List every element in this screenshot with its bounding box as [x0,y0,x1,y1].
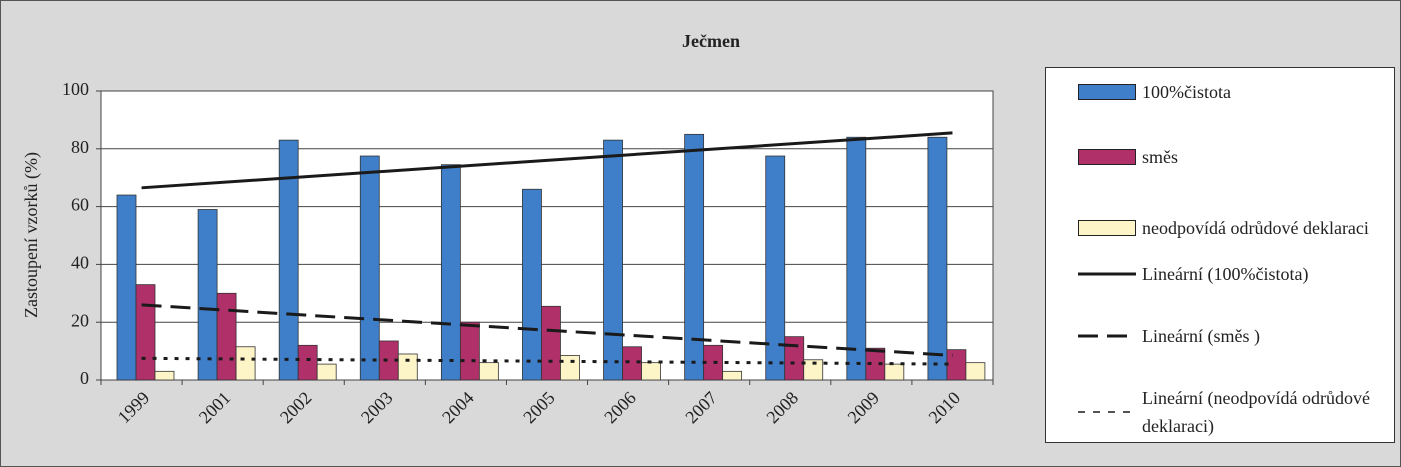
bar [478,362,499,381]
legend-line [1078,411,1136,413]
bar [278,139,299,381]
y-tick-label: 20 [71,310,89,330]
x-tick-label: 2004 [438,388,478,428]
bar [784,336,805,381]
y-tick-label: 0 [80,368,89,388]
bar [397,353,418,381]
legend-item: neodpovídá odrůdové deklaraci [1078,214,1387,242]
bar [440,164,461,381]
legend-line [1078,272,1136,276]
bar [803,359,824,381]
trendline [141,131,953,190]
bar [316,363,337,381]
trendline [141,303,953,357]
x-tick-label: 2008 [762,388,802,428]
bar [359,155,380,381]
legend-item: 100%čistota [1078,78,1387,106]
x-tick-label: 2001 [195,388,235,428]
legend-line [1078,334,1136,338]
bar [459,321,480,381]
legend-swatch [1078,84,1136,100]
x-tick-label: 2007 [681,388,721,428]
bar [684,133,705,381]
bar [541,305,561,381]
legend-swatch [1078,220,1136,236]
legend-label: neodpovídá odrůdové deklaraci [1142,218,1369,238]
legend-label: 100%čistota [1142,82,1231,102]
x-tick-label: 1999 [114,388,154,428]
trendline [141,356,953,366]
bar [765,155,786,381]
bar [135,284,156,381]
x-tick-label: 2009 [844,388,884,428]
legend-label: Lineární (neodpovídá odrůdové deklaraci) [1142,388,1370,436]
bar [884,363,905,381]
y-tick-label: 60 [71,195,89,215]
bar [235,346,256,381]
x-tick-label: 2003 [357,388,397,428]
bar [522,188,542,381]
y-tick-label: 100 [62,79,89,99]
bar [603,139,623,381]
legend-label: Lineární (100%čistota) [1142,264,1309,284]
bar [216,292,237,381]
legend-item: Lineární (směs ) [1078,322,1387,350]
bar [846,136,867,381]
y-tick-label: 80 [71,137,89,157]
bar [641,362,661,381]
bar [560,355,580,381]
legend-label: Lineární (směs ) [1142,326,1260,346]
x-tick-label: 2010 [925,388,965,428]
bar [154,370,175,381]
bar [965,362,986,381]
bar [622,346,642,381]
legend-item: Lineární (neodpovídá odrůdové deklaraci) [1078,384,1387,440]
bar [927,136,948,381]
legend-item: Lineární (100%čistota) [1078,260,1387,288]
bar [116,194,137,381]
y-axis-label: Zastoupení vzorků (%) [21,152,42,318]
x-tick-label: 2002 [276,388,316,428]
legend-label: směs [1142,147,1178,167]
bar [297,344,318,381]
bar [946,349,967,381]
bar [197,209,218,381]
x-tick-label: 2006 [600,388,640,428]
legend-item: směs [1078,143,1387,171]
legend: 100%čistota směs neodpovídá odrůdové dekla… [1045,67,1395,443]
chart-title: Ječmen [682,31,740,51]
legend-swatch [1078,149,1136,165]
y-tick-label: 40 [71,253,89,273]
bar [722,370,743,381]
x-tick-label: 2005 [519,388,559,428]
